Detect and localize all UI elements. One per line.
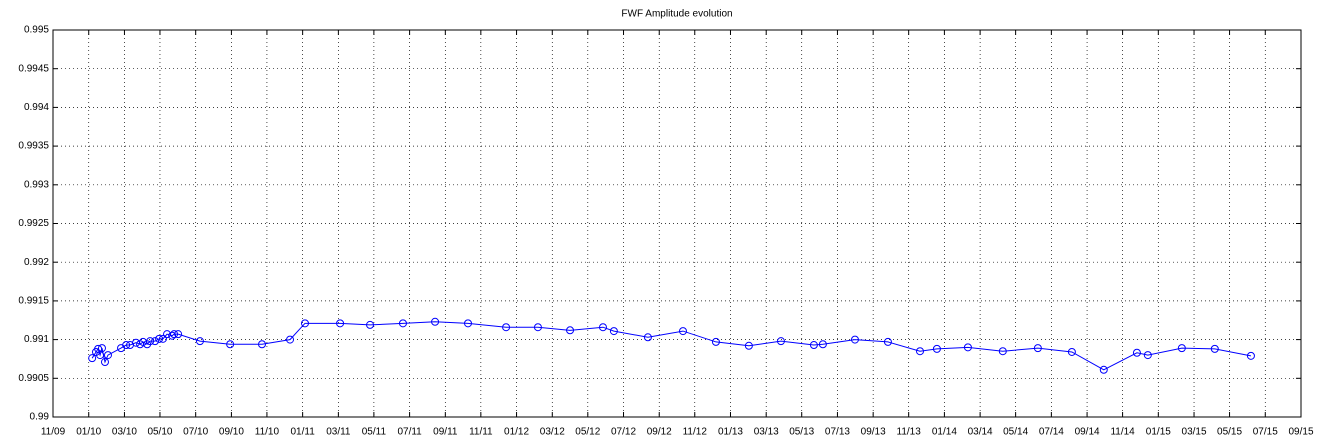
x-tick-label: 07/14: [1039, 427, 1064, 438]
data-point: [598, 323, 607, 332]
plot-frame: [52, 29, 1302, 418]
data-point: [226, 340, 235, 349]
data-point: [1067, 347, 1076, 356]
y-tick-label: 0.991: [24, 334, 49, 345]
data-point: [1099, 365, 1108, 374]
data-point: [643, 333, 652, 342]
data-point: [97, 344, 106, 353]
y-tick-label: 0.99: [30, 412, 50, 423]
x-tick-label: 03/11: [326, 427, 351, 438]
data-point: [1246, 351, 1255, 360]
y-tick-label: 0.993: [24, 179, 49, 190]
data-point: [336, 319, 345, 328]
y-tick-label: 0.9915: [18, 296, 49, 307]
x-tick-label: 11/12: [683, 427, 708, 438]
data-point: [502, 323, 511, 332]
x-tick-label: 01/15: [1146, 427, 1171, 438]
data-point: [174, 330, 183, 339]
x-tick-label: 09/15: [1288, 427, 1313, 438]
x-tick-label: 09/14: [1075, 427, 1100, 438]
data-point: [1143, 351, 1152, 360]
data-point: [146, 337, 155, 346]
x-tick-label: 11/09: [41, 427, 66, 438]
data-point: [533, 323, 542, 332]
data-point: [818, 340, 827, 349]
data-point: [744, 341, 753, 350]
data-point: [158, 334, 167, 343]
x-tick-label: 07/11: [397, 427, 422, 438]
data-point: [609, 327, 618, 336]
x-tick-label: 05/14: [1003, 427, 1028, 438]
x-tick-label: 01/12: [504, 427, 529, 438]
x-tick-label: 03/15: [1182, 427, 1207, 438]
x-tick-label: 05/11: [362, 427, 387, 438]
y-tick-label: 0.9905: [18, 373, 49, 384]
x-tick-label: 09/10: [219, 427, 244, 438]
y-tick-label: 0.994: [24, 102, 49, 113]
data-point: [998, 347, 1007, 356]
data-point: [257, 340, 266, 349]
x-tick-label: 01/14: [932, 427, 957, 438]
x-tick-label: 01/10: [76, 427, 101, 438]
data-point: [168, 331, 177, 340]
x-tick-label: 03/12: [540, 427, 565, 438]
data-point: [366, 320, 375, 329]
data-point: [566, 326, 575, 335]
x-tick-label: 05/15: [1217, 427, 1242, 438]
data-point: [850, 335, 859, 344]
x-tick-label: 05/10: [147, 427, 172, 438]
data-point: [678, 327, 687, 336]
x-tick-label: 11/10: [255, 427, 280, 438]
x-tick-label: 07/10: [183, 427, 208, 438]
x-tick-label: 05/12: [575, 427, 600, 438]
data-point: [1033, 344, 1042, 353]
x-tick-label: 07/12: [611, 427, 636, 438]
x-tick-label: 03/10: [112, 427, 137, 438]
data-point: [170, 330, 179, 339]
y-tick-label: 0.9925: [18, 218, 49, 229]
data-point: [155, 334, 164, 343]
data-point: [809, 341, 818, 350]
x-tick-label: 07/15: [1253, 427, 1278, 438]
data-point: [431, 317, 440, 326]
x-tick-label: 09/13: [861, 427, 886, 438]
data-point: [300, 319, 309, 328]
data-point: [88, 354, 97, 363]
x-tick-label: 09/12: [647, 427, 672, 438]
data-point: [883, 337, 892, 346]
data-point: [151, 337, 160, 346]
y-tick-label: 0.992: [24, 257, 49, 268]
data-point: [100, 358, 109, 367]
data-point: [103, 351, 112, 360]
x-tick-label: 07/13: [825, 427, 850, 438]
data-point: [776, 337, 785, 346]
x-tick-label: 09/11: [433, 427, 458, 438]
y-tick-label: 0.9935: [18, 141, 49, 152]
data-point: [398, 319, 407, 328]
data-point: [916, 347, 925, 356]
x-tick-label: 01/13: [718, 427, 743, 438]
data-point: [963, 343, 972, 352]
y-tick-label: 0.995: [24, 25, 49, 36]
data-point: [1132, 348, 1141, 357]
x-tick-label: 11/11: [469, 427, 493, 438]
x-tick-label: 05/13: [789, 427, 814, 438]
chart-title: FWF Amplitude evolution: [621, 9, 732, 20]
x-tick-label: 11/14: [1110, 427, 1135, 438]
data-point: [932, 344, 941, 353]
data-point: [286, 335, 295, 344]
x-tick-label: 03/13: [754, 427, 779, 438]
x-tick-label: 01/11: [290, 427, 315, 438]
x-tick-label: 03/14: [968, 427, 993, 438]
data-point: [1210, 344, 1219, 353]
data-point: [195, 337, 204, 346]
data-point: [711, 337, 720, 346]
data-point: [122, 341, 131, 350]
y-tick-label: 0.9945: [18, 63, 49, 74]
data-point: [1177, 344, 1186, 353]
data-point: [464, 319, 473, 328]
x-tick-label: 11/13: [897, 427, 922, 438]
